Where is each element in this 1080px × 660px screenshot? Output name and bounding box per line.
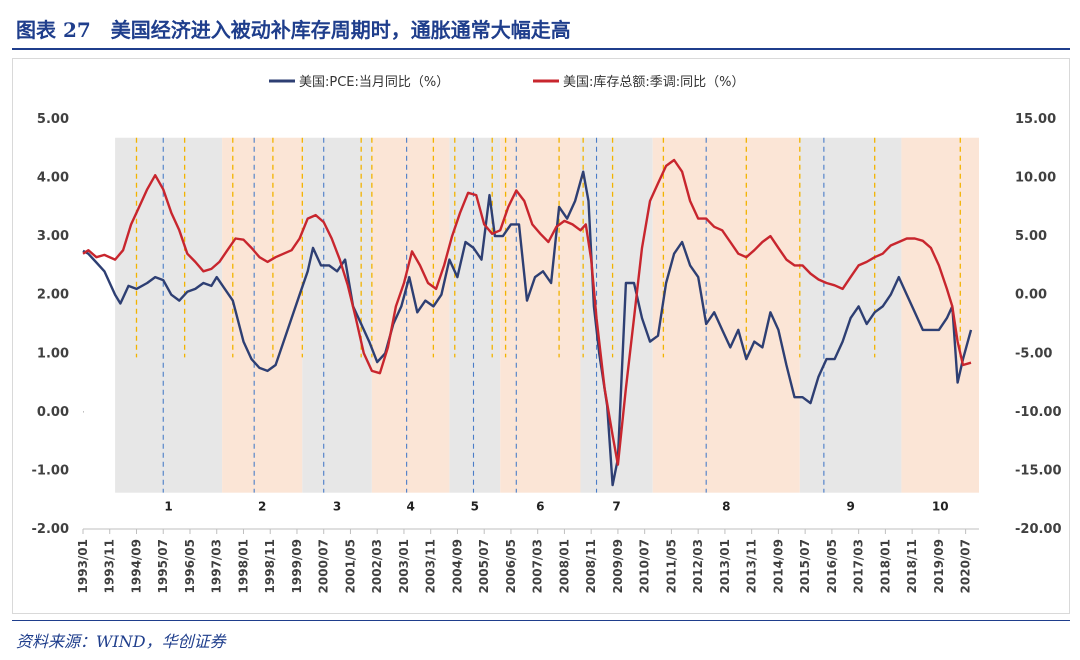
chart-frame: 1 2 3 4 5 6 7 8 9 10 -2.00 -1.00 0.00 1.00 2.00 3.00 4.… xyxy=(12,58,1070,614)
x-tick-label: 2016/05 xyxy=(825,539,839,593)
source-note: 资料来源：WIND，华创证券 xyxy=(16,632,226,651)
x-tick-label: 2004/09 xyxy=(450,539,464,593)
x-tick-label: 1999/09 xyxy=(290,539,304,593)
x-tick-label: 2005/07 xyxy=(477,539,491,593)
cycle-label: 8 xyxy=(722,500,730,514)
x-tick-label: 2008/11 xyxy=(584,539,598,593)
cycle-band xyxy=(901,137,979,493)
cycle-label: 10 xyxy=(932,500,949,514)
legend-label: 美国:PCE:当月同比（%） xyxy=(299,75,449,90)
cycle-label: 4 xyxy=(406,500,414,514)
x-tick-label: 2015/07 xyxy=(798,539,812,593)
y-left-tick-label: -1.00 xyxy=(32,463,69,478)
pce-series-line xyxy=(82,170,973,487)
x-tick-label: 2018/11 xyxy=(905,539,919,593)
y-right-tick-label: -20.00 xyxy=(1015,522,1062,537)
cycle-band xyxy=(799,137,902,493)
figure-title: 图表 27 美国经济进入被动补库存周期时，通胀通常大幅走高 xyxy=(16,18,571,42)
inventory-pce-line-chart: 1 2 3 4 5 6 7 8 9 10 -2.00 -1.00 0.00 1.00 2.00 3.00 4.… xyxy=(32,74,1062,593)
cycle-band xyxy=(449,137,501,493)
x-tick-label: 2000/07 xyxy=(317,539,331,593)
x-tick-label: 2014/09 xyxy=(771,539,785,593)
x-tick-label: 1998/11 xyxy=(263,539,277,593)
cycle-label: 7 xyxy=(612,500,620,514)
y-left-tick-label: 3.00 xyxy=(37,229,69,244)
x-tick-label: 1995/07 xyxy=(156,539,170,593)
y-right-tick-label: 0.00 xyxy=(1015,288,1047,303)
title-underline xyxy=(12,48,1070,50)
cycle-band xyxy=(371,137,450,493)
y-right-tick-label: -15.00 xyxy=(1015,463,1062,478)
x-tick-label: 2017/03 xyxy=(852,539,866,593)
x-tick-label: 2009/09 xyxy=(611,539,625,593)
x-tick-label: 1996/05 xyxy=(183,539,197,593)
x-tick-label: 2018/01 xyxy=(878,539,892,593)
cycle-markers xyxy=(135,137,961,493)
cycle-band xyxy=(115,137,223,493)
x-tick-label: 2006/05 xyxy=(504,539,518,593)
cycle-label: 9 xyxy=(846,500,854,514)
chart-legend: 美国:PCE:当月同比（%） 美国:库存总额:季调:同比（%） xyxy=(269,74,745,90)
cycle-label: 3 xyxy=(333,500,341,514)
x-tick-label: 2002/03 xyxy=(370,539,384,593)
x-tick-label: 2020/07 xyxy=(959,539,973,593)
x-tick-label: 2001/05 xyxy=(343,539,357,593)
cycle-band xyxy=(222,137,303,493)
x-tick-label: 1998/01 xyxy=(236,539,250,593)
x-tick-label: 2011/05 xyxy=(664,539,678,593)
cycle-band xyxy=(500,137,581,493)
x-tick-label: 2012/03 xyxy=(691,539,705,593)
x-tick-label: 2007/03 xyxy=(531,539,545,593)
y-right-tick-label: -10.00 xyxy=(1015,405,1062,420)
x-tick-label: 1997/03 xyxy=(210,539,224,593)
y-left-tick-label: 4.00 xyxy=(37,171,69,186)
cycle-bands: 1 2 3 4 5 6 7 8 9 10 xyxy=(115,137,979,514)
x-tick-label: 1993/11 xyxy=(103,539,117,593)
cycle-label: 1 xyxy=(164,500,172,514)
x-tick-label: 2013/01 xyxy=(718,539,732,593)
cycle-band xyxy=(652,137,800,493)
cycle-label: 6 xyxy=(536,500,544,514)
legend-label: 美国:库存总额:季调:同比（%） xyxy=(563,74,745,90)
x-tick-label: 2019/09 xyxy=(932,539,946,593)
cycle-band xyxy=(302,137,372,493)
y-right-tick-label: -5.00 xyxy=(1015,346,1052,361)
x-tick-label: 2003/11 xyxy=(424,539,438,593)
x-tick-label: 2003/01 xyxy=(397,539,411,593)
axes: -2.00 -1.00 0.00 1.00 2.00 3.00 4.00 5.00 -20.00… xyxy=(32,112,1062,593)
y-left-tick-label: 5.00 xyxy=(37,112,69,127)
y-left-tick-label: -2.00 xyxy=(32,522,69,537)
series-lines xyxy=(82,158,973,487)
y-right-tick-label: 15.00 xyxy=(1015,112,1056,127)
footer-rule xyxy=(12,620,1070,621)
cycle-label: 2 xyxy=(258,500,266,514)
cycle-label: 5 xyxy=(471,500,479,514)
y-right-tick-label: 10.00 xyxy=(1015,171,1056,186)
inventory-series-line xyxy=(82,158,972,466)
y-left-tick-label: 2.00 xyxy=(37,288,69,303)
x-tick-label: 2013/11 xyxy=(745,539,759,593)
x-tick-label: 2008/01 xyxy=(557,539,571,593)
y-right-tick-label: 5.00 xyxy=(1015,229,1047,244)
x-tick-label: 1994/09 xyxy=(129,539,143,593)
x-tick-label: 1993/01 xyxy=(76,539,90,593)
y-left-tick-label: 1.00 xyxy=(37,346,69,361)
x-tick-label: 2010/07 xyxy=(638,539,652,593)
y-left-tick-label: 0.00 xyxy=(37,405,69,420)
